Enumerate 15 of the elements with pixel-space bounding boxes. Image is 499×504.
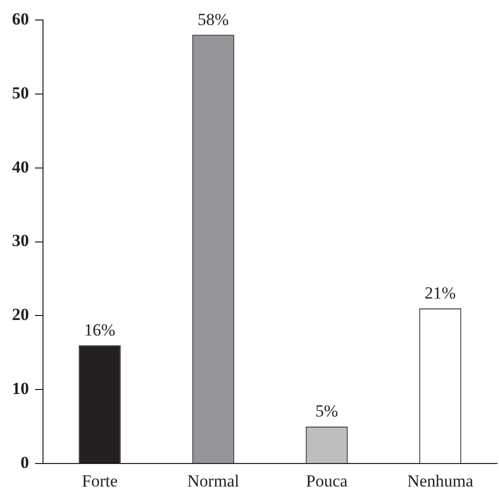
- y-tick-label: 50: [12, 83, 29, 102]
- data-label: 21%: [424, 283, 456, 302]
- y-tick-label: 30: [12, 231, 29, 250]
- data-label: 58%: [198, 10, 229, 29]
- x-tick-label: Pouca: [306, 471, 348, 490]
- x-tick-label: Forte: [82, 471, 118, 490]
- data-label: 16%: [84, 320, 116, 340]
- y-tick-label: 10: [12, 379, 29, 398]
- x-tick-label: Nenhuma: [407, 471, 474, 490]
- y-tick-label: 40: [12, 157, 29, 176]
- y-tick-label: 60: [12, 9, 29, 28]
- data-label: 5%: [315, 402, 338, 421]
- x-tick-label: Normal: [187, 471, 240, 490]
- y-tick-label: 0: [20, 452, 29, 472]
- y-tick-label: 20: [12, 305, 29, 324]
